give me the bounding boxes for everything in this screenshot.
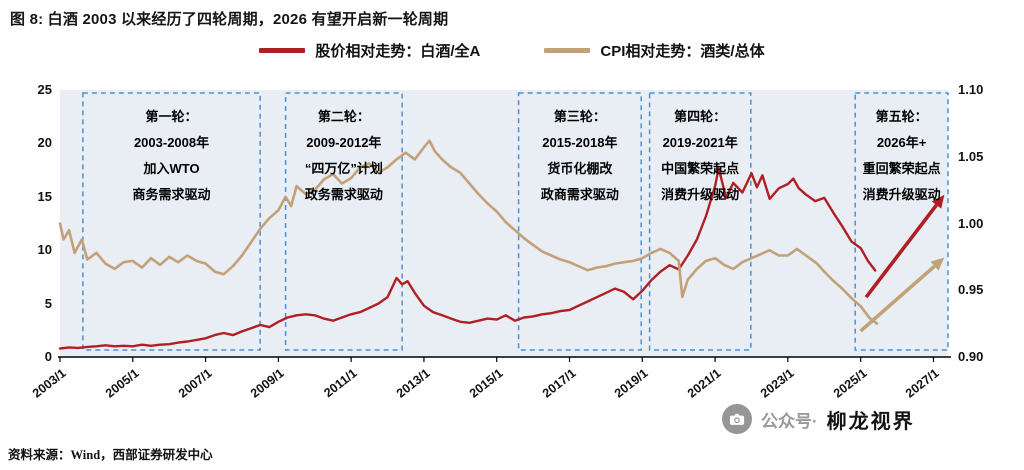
legend-label-stock: 股价相对走势：白酒/全A [315,43,481,60]
stock-line-swatch [259,48,306,53]
plot-background [60,90,948,357]
page-title: 图 8: 白酒 2003 以来经历了四轮周期，2026 有望开启新一轮周期 [10,11,449,28]
cycle-box-4 [648,92,752,351]
watermark: 公众号· 柳龙视界 [722,404,915,434]
cycle-box-3 [517,92,642,351]
cpi-relative-line [58,139,879,325]
legend-item-cpi: CPI相对走势：酒类/总体 [544,40,765,61]
legend-item-stock: 股价相对走势：白酒/全A [259,40,480,61]
red-forecast-arrow [864,203,938,299]
tan-forecast-arrow-head [930,257,945,271]
source-note: 资料来源：Wind，西部证券研发中心 [8,448,213,462]
legend: 股价相对走势：白酒/全A CPI相对走势：酒类/总体 [0,40,1024,61]
cycle-box-5 [854,92,949,351]
red-forecast-arrow-head [931,194,945,209]
watermark-prefix: 公众号· [761,411,818,431]
cpi-line-swatch [544,48,591,53]
tan-forecast-arrow [859,264,936,333]
legend-label-cpi: CPI相对走势：酒类/总体 [600,43,765,60]
camera-icon [722,404,752,434]
stock-relative-line [58,166,877,350]
cycle-box-2 [284,92,403,351]
watermark-name: 柳龙视界 [826,410,915,433]
cycle-box-1 [82,92,261,351]
